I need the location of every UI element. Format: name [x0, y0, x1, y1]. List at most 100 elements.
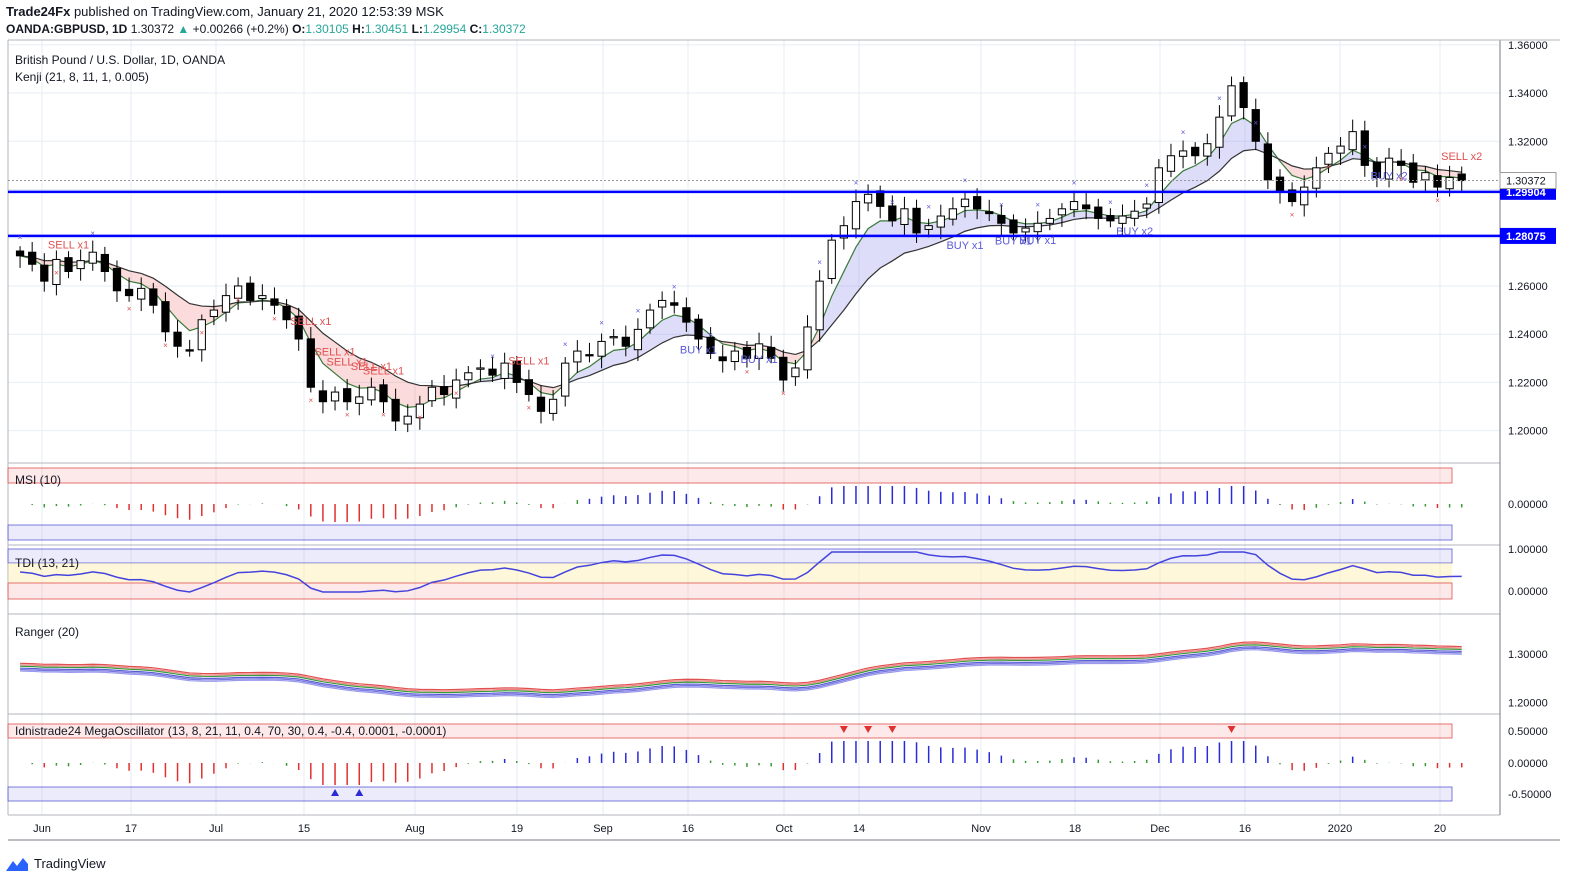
price-tick-label: 1.32000 [1508, 136, 1548, 148]
signal-label: BUY x1 [680, 345, 717, 357]
signal-label: SELL x1 [314, 346, 355, 358]
candle-body [64, 257, 73, 272]
candle-body [512, 360, 521, 383]
mega-oscillator-pane[interactable] [7, 723, 1463, 802]
symbol-label: OANDA:GBPUSD, 1D [6, 22, 128, 36]
candle-body [330, 391, 340, 402]
candle-body [1348, 131, 1357, 151]
time-tick-label: 16 [1239, 823, 1251, 835]
msi-pane[interactable] [7, 467, 1463, 541]
signal-cross-marker: × [817, 258, 822, 267]
last-price-label: 1.30372 [1506, 176, 1546, 188]
signal-cross-marker: × [1108, 198, 1113, 207]
candle-body [730, 350, 739, 363]
candle-body [1263, 143, 1273, 181]
signal-label: SELL x1 [508, 355, 549, 367]
signal-cross-marker: × [308, 396, 313, 405]
panes [7, 39, 1560, 841]
signal-label: SELL x2 [1441, 151, 1482, 163]
candle-body [827, 239, 836, 280]
tradingview-footer[interactable]: TradingView [6, 856, 106, 871]
candle-body [1421, 172, 1430, 181]
price-axis[interactable]: 1.36000 1.34000 1.32000 1.26000 1.24000 1.220… [1499, 40, 1557, 801]
candle-body [318, 390, 328, 403]
tdi-pane[interactable] [7, 548, 1462, 600]
candle-body [948, 208, 958, 220]
time-tick-label: Nov [971, 823, 991, 835]
candle-body [936, 215, 945, 228]
candle-body [912, 207, 921, 234]
candle-body [561, 362, 570, 397]
signal-cross-marker: × [999, 200, 1004, 209]
time-tick-label: Jul [209, 823, 223, 835]
candle-body [1057, 208, 1067, 216]
signal-cross-marker: × [1399, 174, 1404, 183]
cloud-segment [1074, 210, 1087, 220]
time-tick-label: 18 [1069, 823, 1081, 835]
ranger-pane[interactable] [20, 641, 1462, 699]
signal-label: BUY x1 [946, 240, 983, 252]
last-price: 1.30372 [130, 22, 175, 36]
cloud-segment [843, 247, 856, 311]
signal-cross-marker: × [127, 305, 132, 314]
cloud-segment [880, 220, 893, 269]
msi-legend: MSI (10) [15, 473, 61, 487]
signal-cross-marker: × [90, 229, 95, 238]
candle-body [524, 379, 534, 395]
candle-body [815, 280, 824, 331]
ranger-line [20, 649, 1462, 699]
cloud-segment [407, 382, 420, 408]
cloud-segment [1207, 143, 1220, 181]
candle-body [1082, 204, 1091, 210]
candle-body [536, 396, 546, 412]
candle-body [185, 349, 194, 352]
candle-body [718, 356, 727, 362]
candle-body [1360, 130, 1369, 166]
signal-cross-marker: × [1362, 142, 1367, 151]
candle-body [209, 309, 219, 318]
ranger-legend: Ranger (20) [15, 625, 79, 639]
ranger-line [20, 642, 1462, 692]
publisher-name[interactable]: Trade24Fx [6, 4, 71, 19]
candle-body [343, 388, 352, 403]
signal-cross-marker: × [345, 411, 350, 420]
mega-tick-label: 0.50000 [1508, 726, 1548, 738]
signal-cross-marker: × [54, 268, 59, 277]
cloud-segment [335, 342, 348, 384]
tdi-mid-band [8, 563, 1452, 583]
level-price-label: 1.28075 [1506, 231, 1546, 243]
price-tick-label: 1.24000 [1508, 329, 1548, 341]
grid [8, 40, 1500, 815]
signal-cross-marker: × [1035, 200, 1040, 209]
signal-label: BUY x2 [1370, 171, 1407, 183]
tdi-line [19, 551, 1462, 593]
candle-body [258, 295, 267, 300]
candle-body [112, 267, 122, 292]
candle-body [124, 288, 134, 297]
candle-body [997, 214, 1006, 224]
mega-tick-label: 0.00000 [1508, 758, 1548, 770]
low-value: 1.29954 [422, 22, 467, 36]
mega-sell-triangle [1227, 726, 1236, 733]
candle-body [1372, 161, 1382, 178]
candle-body [1130, 210, 1139, 219]
candle-body [1384, 157, 1394, 180]
candle-body [960, 198, 970, 208]
candle-body [476, 367, 485, 370]
candle-body [1409, 162, 1418, 183]
candle-body [1251, 109, 1260, 142]
time-axis[interactable]: Jun 17 Jul 15 Aug 19 Sep 16 Oct 14 Nov 18 Dec 16 2020 2… [33, 823, 1446, 835]
signal-cross-marker: × [1253, 118, 1258, 127]
candle-body [645, 309, 655, 329]
signal-cross-marker: × [272, 314, 277, 323]
signal-cross-marker: × [636, 306, 641, 315]
candle-body [1324, 152, 1333, 165]
cloud-segment [347, 351, 360, 389]
candle-body [1142, 203, 1151, 209]
signal-cross-marker: × [236, 295, 241, 304]
cloud-segment [613, 348, 626, 366]
close-value: 1.30372 [482, 22, 526, 36]
cloud-segment [165, 286, 178, 320]
